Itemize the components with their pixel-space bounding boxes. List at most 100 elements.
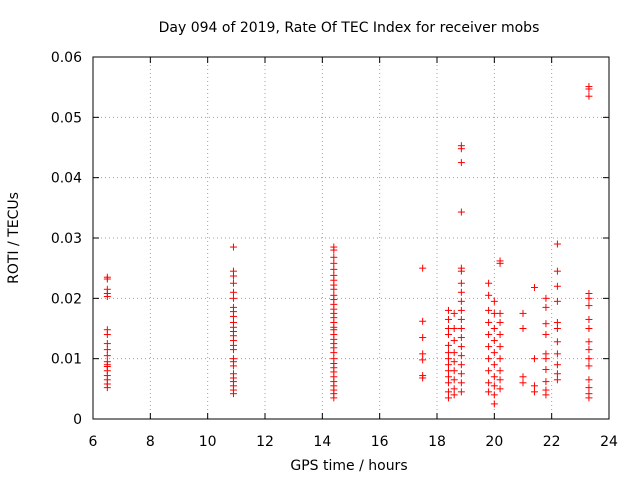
data-point [457, 297, 465, 305]
data-point [450, 325, 458, 332]
data-point [457, 208, 465, 216]
axis-ticks [92, 56, 610, 420]
data-point [444, 331, 452, 339]
data-point [496, 309, 504, 317]
data-point [229, 288, 237, 296]
data-point [419, 350, 427, 358]
data-point [496, 367, 504, 375]
data-point [585, 346, 593, 354]
data-point [519, 309, 527, 317]
data-point [330, 265, 338, 273]
data-point [444, 394, 452, 402]
data-point [542, 391, 550, 399]
data-point [490, 373, 498, 381]
x-tick-label: 18 [428, 434, 446, 450]
data-point [457, 279, 465, 287]
data-point [450, 337, 458, 345]
data-point [530, 355, 538, 363]
data-point [553, 240, 561, 248]
data-point [450, 367, 458, 375]
data-point [485, 279, 493, 287]
data-point [330, 259, 338, 267]
data-point [103, 340, 111, 348]
data-point [553, 370, 561, 378]
data-point [490, 382, 498, 390]
data-point [585, 92, 593, 100]
data-points [103, 83, 593, 408]
data-point [490, 337, 498, 345]
data-point [450, 391, 458, 399]
data-point [229, 312, 237, 320]
data-point [444, 388, 452, 396]
data-point [103, 352, 111, 360]
data-point [485, 318, 493, 326]
data-point [103, 293, 111, 301]
tick-labels: 6 8 10 12 14 16 18 20 22 24 0 0.01 0.02 0.03 0.04 0.05 0… [51, 50, 618, 450]
data-point [553, 282, 561, 290]
data-point [490, 297, 498, 305]
data-point [444, 361, 452, 369]
data-point [585, 338, 593, 346]
data-point [585, 362, 593, 370]
data-point [485, 306, 493, 314]
y-tick-label: 0 [73, 412, 82, 428]
data-point [553, 325, 561, 332]
data-point [229, 272, 237, 280]
data-point [496, 318, 504, 326]
data-point [229, 243, 237, 251]
data-point [419, 317, 427, 325]
data-point [496, 331, 504, 339]
data-point [457, 334, 465, 342]
data-point [444, 306, 452, 314]
data-point [103, 346, 111, 354]
data-point [450, 385, 458, 393]
data-point [542, 320, 550, 328]
data-point [542, 355, 550, 363]
data-point [457, 388, 465, 396]
data-point [542, 303, 550, 311]
data-point [585, 315, 593, 323]
data-point [330, 285, 338, 293]
y-tick-label: 0.04 [51, 171, 82, 187]
data-point [542, 294, 550, 302]
data-point [450, 358, 458, 366]
data-point [485, 388, 493, 396]
data-point [444, 379, 452, 387]
data-point [553, 297, 561, 305]
x-tick-label: 8 [146, 434, 155, 450]
data-point [585, 394, 593, 402]
data-point [229, 362, 237, 370]
data-point [450, 349, 458, 357]
x-tick-label: 10 [199, 434, 217, 450]
data-point [542, 378, 550, 386]
data-point [419, 374, 427, 382]
x-tick-label: 24 [600, 434, 618, 450]
data-point [457, 315, 465, 323]
data-point [457, 361, 465, 369]
data-point [542, 331, 550, 339]
data-point [229, 294, 237, 302]
y-tick-label: 0.03 [51, 231, 82, 247]
data-point [103, 275, 111, 283]
y-tick-label: 0.02 [51, 291, 82, 307]
data-point [444, 341, 452, 349]
data-point [330, 394, 338, 402]
data-point [490, 361, 498, 369]
data-point [553, 338, 561, 346]
data-point [519, 373, 527, 381]
data-point [103, 384, 111, 392]
data-point [585, 384, 593, 392]
data-point [457, 306, 465, 314]
data-point [419, 264, 427, 272]
data-point [496, 343, 504, 351]
data-point [585, 85, 593, 93]
data-point [450, 309, 458, 317]
data-point [585, 355, 593, 363]
data-point [229, 279, 237, 287]
data-point [419, 334, 427, 342]
data-point [496, 376, 504, 384]
data-point [457, 370, 465, 378]
data-point [530, 388, 538, 396]
